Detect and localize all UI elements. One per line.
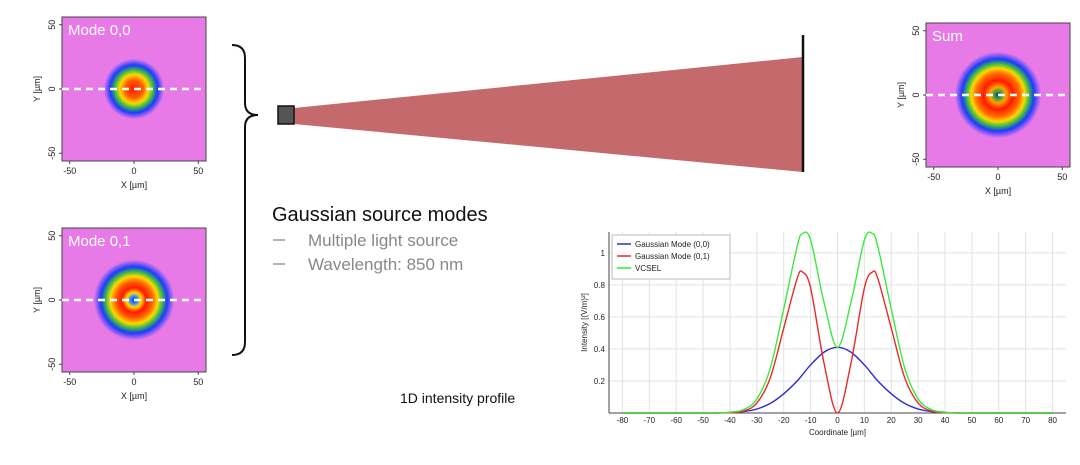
bullet-text: Wavelength: 850 nm [308, 255, 463, 274]
y-tick-label: 50 [911, 26, 921, 36]
y-tick-label: -50 [47, 358, 57, 371]
x-tick-label: -50 [697, 416, 709, 425]
y-axis-label: Y [µm] [32, 287, 42, 313]
y-axis-label: Intensity [(V/m)²] [580, 293, 589, 352]
x-axis-label: X [µm] [121, 180, 147, 190]
x-tick-label: 0 [131, 377, 136, 387]
legend-label: VCSEL [635, 264, 662, 273]
x-tick-label: -10 [805, 416, 817, 425]
x-axis-label: X [µm] [121, 391, 147, 401]
caption: 1D intensity profile [400, 390, 515, 406]
x-tick-label: -40 [724, 416, 736, 425]
x-axis-label: X [µm] [985, 186, 1011, 196]
x-tick-label: 0 [835, 416, 840, 425]
x-tick-label: -80 [617, 416, 629, 425]
x-tick-label: 0 [131, 166, 136, 176]
x-tick-label: -20 [778, 416, 790, 425]
x-tick-label: -70 [644, 416, 656, 425]
y-axis-label: Y [µm] [32, 76, 42, 102]
legend [611, 234, 731, 280]
y-tick-label: 0 [47, 86, 57, 91]
y-tick-label: 1 [601, 249, 606, 258]
x-tick-label: 10 [860, 416, 869, 425]
y-tick-label: 0 [47, 297, 57, 302]
series-group [622, 231, 1053, 414]
panel-title: Mode 0,1 [68, 233, 131, 250]
series-line [622, 231, 1053, 414]
x-tick-label: 60 [994, 416, 1003, 425]
x-tick-label: 50 [967, 416, 976, 425]
x-tick-label: 30 [914, 416, 923, 425]
bracket [231, 44, 259, 356]
panel-title: Mode 0,0 [68, 22, 131, 39]
x-tick-label: 50 [1057, 172, 1067, 182]
x-tick-label: -50 [63, 166, 76, 176]
y-tick-label: 0 [911, 92, 921, 97]
y-tick-label: -50 [911, 153, 921, 166]
heading: Gaussian source modes [272, 204, 488, 226]
x-tick-label: 50 [193, 166, 203, 176]
x-tick-label: 20 [887, 416, 896, 425]
x-tick-label: -60 [670, 416, 682, 425]
x-tick-label: 40 [941, 416, 950, 425]
beam [294, 57, 803, 172]
y-tick-label: 0.4 [594, 345, 606, 354]
y-tick-label: -50 [47, 147, 57, 160]
x-tick-label: 80 [1048, 416, 1057, 425]
light-source [277, 105, 295, 125]
x-tick-label: -30 [751, 416, 763, 425]
bullet-text: Multiple light source [308, 231, 458, 250]
y-tick-label: 50 [47, 231, 57, 241]
x-tick-label: 0 [995, 172, 1000, 182]
panel-title: Sum [932, 28, 963, 45]
x-tick-label: 50 [193, 377, 203, 387]
legend-label: Gaussian Mode (0,0) [635, 240, 710, 249]
y-tick-label: 0.2 [594, 377, 606, 386]
y-tick-label: 0.6 [594, 313, 606, 322]
y-tick-label: 0.8 [594, 281, 606, 290]
x-tick-label: -50 [927, 172, 940, 182]
y-axis-label: Y [µm] [896, 82, 906, 108]
legend-label: Gaussian Mode (0,1) [635, 252, 710, 261]
x-axis-label: Coordinate [µm] [809, 428, 866, 437]
x-tick-label: 70 [1021, 416, 1030, 425]
y-tick-label: 50 [47, 20, 57, 30]
x-tick-label: -50 [63, 377, 76, 387]
